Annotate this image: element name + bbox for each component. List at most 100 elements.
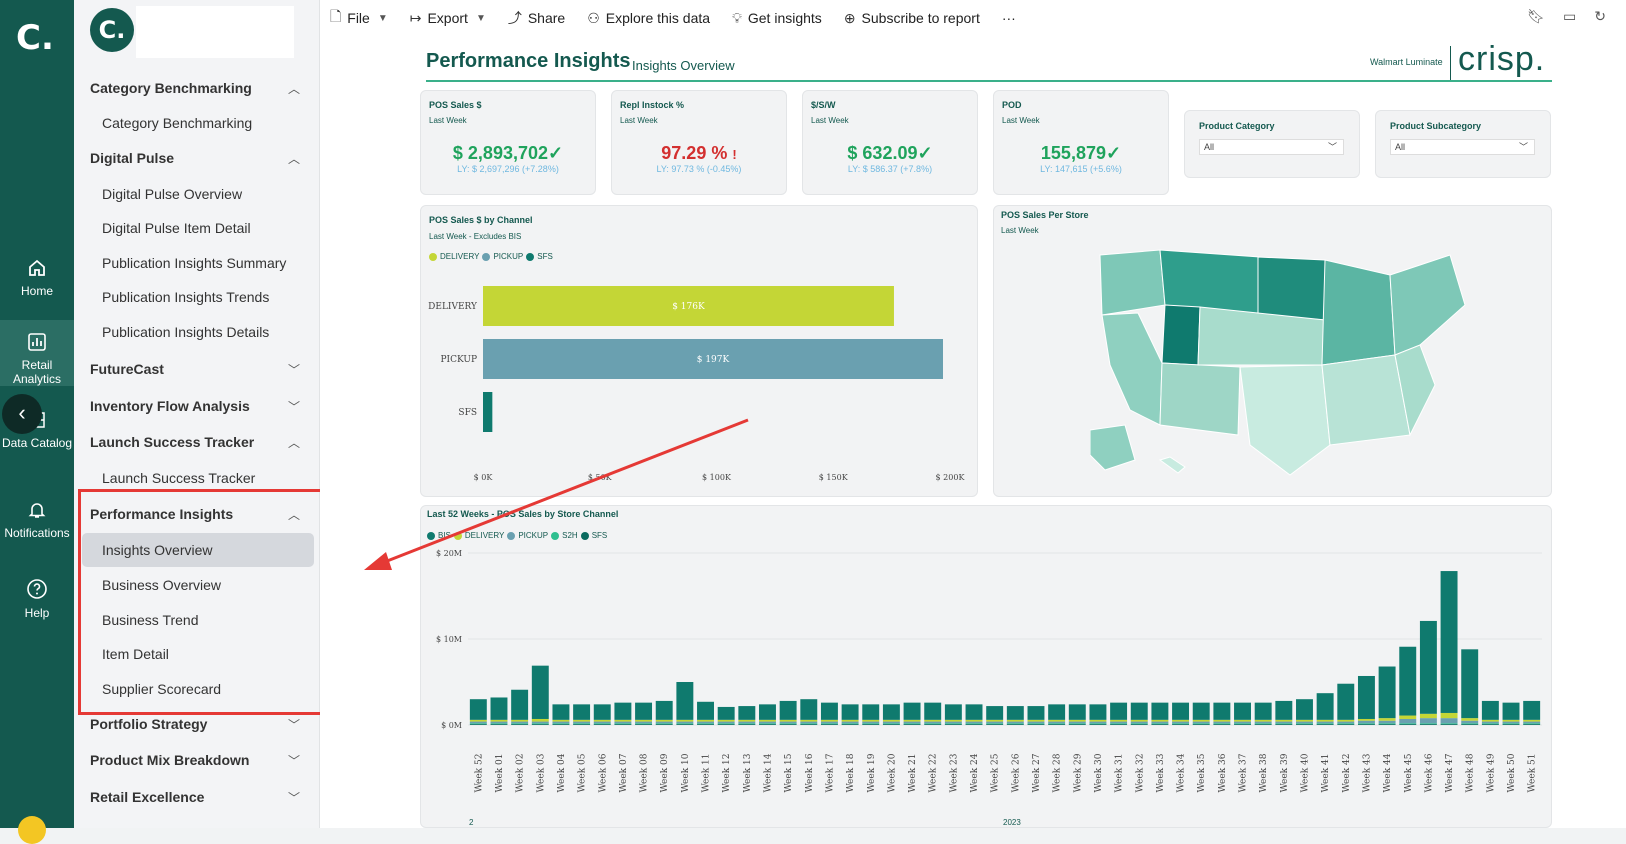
chevron-down-icon: ﹀ [1518, 142, 1528, 152]
sidebar-item-supplier-scorecard[interactable]: Supplier Scorecard [102, 681, 222, 697]
sidebar-section-digital-pulse[interactable]: Digital Pulse ︿ [90, 148, 300, 168]
map-region-southwest[interactable] [1159, 362, 1241, 436]
org-logo-banner [136, 6, 294, 58]
share-button[interactable]: ⤴ Share [508, 8, 565, 28]
rail-item-help[interactable]: Help [0, 578, 74, 620]
x-tick-label: Week 19 [867, 753, 877, 792]
kpi-card-repl-instock[interactable]: Repl Instock % Last Week 97.29 % ! LY: 9… [611, 90, 787, 195]
bar-segment-pickup [1523, 721, 1541, 724]
bar-segment-bis [1234, 702, 1251, 720]
map-region-utah[interactable] [1161, 304, 1201, 366]
export-menu[interactable]: ↦ Export ▼ [410, 10, 486, 27]
sidebar-item-business-trend[interactable]: Business Trend [102, 612, 199, 628]
x-tick-label: Week 26 [1011, 753, 1021, 792]
sidebar-section-retail-excellence[interactable]: Retail Excellence ﹀ [90, 787, 300, 807]
bookmark-icon[interactable]: 🔖︎ [1527, 8, 1546, 24]
sidebar-section-product-mix-breakdown[interactable]: Product Mix Breakdown ﹀ [90, 750, 300, 770]
explore-button[interactable]: ⚇ Explore this data [587, 10, 710, 27]
bar-segment-pickup [635, 721, 653, 724]
export-label: Export [427, 10, 468, 26]
rail-item-label: Home [20, 284, 53, 298]
bar-segment-s2h [1357, 723, 1375, 725]
x-tick-label: Week 31 [1115, 754, 1125, 793]
bar-segment-bis [1461, 649, 1479, 719]
bar-segment-sfs [676, 724, 694, 725]
bar-segment-bis [614, 702, 632, 720]
bar-segment-bis [1172, 702, 1190, 720]
sidebar-item-publication-insights-trends[interactable]: Publication Insights Trends [102, 289, 270, 305]
rail-item-retail-analytics[interactable]: Retail Analytics [0, 320, 74, 386]
bar-segment-sfs [944, 724, 962, 725]
file-menu[interactable]: 🗋 File ▼ [330, 6, 388, 30]
filter-product-subcategory: Product Subcategory All ﹀ [1375, 110, 1551, 178]
map-region-hawaii[interactable] [1158, 456, 1186, 474]
bar-segment-s2h [1006, 723, 1024, 725]
product-category-select[interactable]: All ﹀ [1199, 139, 1344, 155]
alert-icon: ! [732, 147, 737, 162]
sidebar-item-publication-insights-summary[interactable]: Publication Insights Summary [102, 255, 287, 271]
map-region-california[interactable] [1101, 312, 1163, 426]
subscribe-button[interactable]: ⊕ Subscribe to report [844, 10, 980, 27]
kpi-card-sales-per-store-week[interactable]: $/S/W Last Week $ 632.09✓ LY: $ 586.37 (… [802, 90, 978, 195]
bar-segment-delivery [965, 719, 983, 722]
collapse-sidebar-button[interactable]: ‹ [2, 394, 42, 434]
rail-item-home[interactable]: Home [0, 258, 74, 298]
map-region-midwest[interactable] [1321, 259, 1396, 366]
sidebar-item-item-detail[interactable]: Item Detail [102, 646, 169, 662]
map-region-dakotas[interactable] [1257, 256, 1326, 321]
view-icon[interactable]: ▭ [1563, 8, 1577, 24]
bar-segment-s2h [759, 723, 776, 725]
product-subcategory-select[interactable]: All ﹀ [1390, 139, 1535, 155]
app-logo[interactable]: C. [16, 18, 54, 58]
map-region-southeast[interactable] [1394, 344, 1436, 437]
bar-segment-delivery [1048, 719, 1066, 722]
sidebar-item-digital-pulse-overview[interactable]: Digital Pulse Overview [102, 186, 243, 202]
bar-segment-bis [1378, 666, 1396, 719]
bar-segment-s2h [882, 723, 900, 725]
sidebar-section-launch-success-tracker[interactable]: Launch Success Tracker ︿ [90, 432, 300, 452]
kpi-period: Last Week [620, 116, 658, 125]
rail-item-notifications[interactable]: Notifications [0, 500, 74, 540]
map-region-south[interactable] [1321, 354, 1411, 446]
more-options-button[interactable]: ··· [1001, 10, 1016, 26]
bar-segment-bis [1110, 702, 1128, 720]
us-choropleth-map[interactable] [1090, 245, 1470, 480]
sidebar-section-performance-insights[interactable]: Performance Insights ︿ [90, 504, 300, 524]
map-region-northwest[interactable] [1099, 249, 1166, 316]
sidebar-item-insights-overview[interactable]: Insights Overview [82, 533, 314, 567]
kpi-value-text: 155,879 [1040, 143, 1106, 163]
map-region-texas[interactable] [1239, 364, 1331, 476]
kpi-period: Last Week [429, 116, 467, 125]
map-region-alaska[interactable] [1090, 424, 1136, 471]
sidebar-item-category-benchmarking[interactable]: Category Benchmarking [102, 115, 253, 131]
bar-segment-delivery [1151, 719, 1169, 722]
brand-walmart-luminate: Walmart Luminate [1370, 57, 1443, 67]
bar-segment-delivery [1461, 718, 1479, 721]
bar-segment-pickup [1130, 721, 1148, 724]
sidebar-item-publication-insights-details[interactable]: Publication Insights Details [102, 324, 270, 340]
kpi-card-pos-sales[interactable]: POS Sales $ Last Week $ 2,893,702✓ LY: $… [420, 90, 596, 195]
bar-segment-sfs [1296, 724, 1313, 725]
bar-segment-delivery [1027, 719, 1045, 722]
map-region-northeast[interactable] [1389, 254, 1466, 356]
kpi-card-pod[interactable]: POD Last Week 155,879✓ LY: 147,615 (+5.6… [993, 90, 1169, 195]
bar-segment-delivery [882, 719, 900, 722]
sidebar-item-launch-success-tracker[interactable]: Launch Success Tracker [102, 470, 256, 486]
sidebar-section-inventory-flow-analysis[interactable]: Inventory Flow Analysis ﹀ [90, 396, 300, 416]
sidebar-section-futurecast[interactable]: FutureCast ﹀ [90, 359, 300, 379]
refresh-icon[interactable]: ↻ [1594, 8, 1606, 24]
sidebar-section-portfolio-strategy[interactable]: Portfolio Strategy ﹀ [90, 714, 300, 734]
kpi-period: Last Week [811, 116, 849, 125]
bar-segment-sfs [1213, 724, 1231, 725]
sidebar-item-digital-pulse-item-detail[interactable]: Digital Pulse Item Detail [102, 220, 251, 236]
bar-segment-delivery [469, 719, 487, 722]
bar-segment-delivery [1068, 719, 1086, 722]
bar-segment-pickup [862, 721, 880, 724]
avatar[interactable] [18, 816, 46, 844]
x-tick-label: Week 18 [846, 753, 856, 792]
legend-label: PICKUP [493, 252, 524, 261]
x-tick-label: Week 24 [970, 753, 980, 792]
sidebar-item-business-overview[interactable]: Business Overview [102, 577, 222, 593]
sidebar-section-category-benchmarking[interactable]: Category Benchmarking ︿ [90, 78, 300, 98]
get-insights-button[interactable]: 💡︎ Get insights [732, 10, 822, 27]
